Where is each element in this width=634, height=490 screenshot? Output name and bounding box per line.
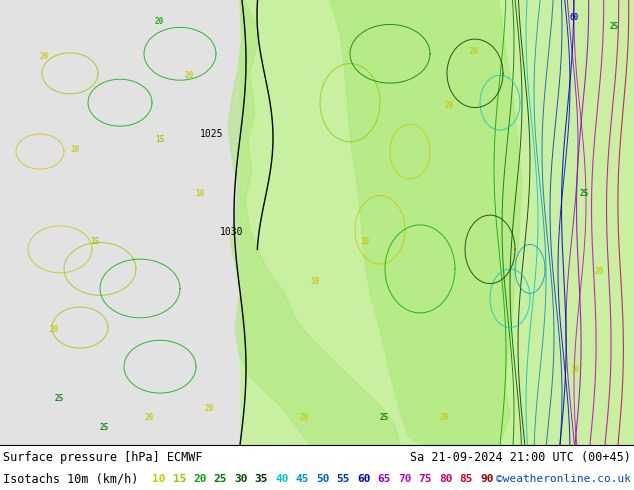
Text: 20: 20 — [440, 414, 450, 422]
Text: 90: 90 — [480, 474, 493, 484]
Text: 45: 45 — [295, 474, 309, 484]
Text: 70: 70 — [398, 474, 411, 484]
Text: Surface pressure [hPa] ECMWF: Surface pressure [hPa] ECMWF — [3, 451, 202, 464]
Text: 40: 40 — [275, 474, 288, 484]
Text: 35: 35 — [254, 474, 268, 484]
Polygon shape — [330, 0, 522, 445]
Text: 80: 80 — [439, 474, 453, 484]
Text: 25: 25 — [100, 423, 109, 432]
Text: 25: 25 — [55, 394, 64, 403]
Text: 75: 75 — [418, 474, 432, 484]
Text: 30: 30 — [234, 474, 247, 484]
Text: 25: 25 — [380, 414, 389, 422]
Text: Isotachs 10m (km/h): Isotachs 10m (km/h) — [3, 472, 145, 485]
Text: 20: 20 — [445, 100, 454, 110]
Polygon shape — [228, 0, 400, 445]
Text: 10: 10 — [195, 189, 204, 197]
Text: 20: 20 — [193, 474, 207, 484]
Text: 10: 10 — [70, 145, 79, 153]
Text: 10: 10 — [360, 238, 369, 246]
Text: 20: 20 — [300, 414, 309, 422]
Text: 20: 20 — [205, 404, 214, 413]
Text: 20: 20 — [185, 71, 194, 80]
Text: 20: 20 — [145, 414, 154, 422]
Text: 50: 50 — [316, 474, 330, 484]
Text: 25: 25 — [580, 189, 589, 197]
Text: 20: 20 — [595, 267, 604, 276]
Text: 85: 85 — [460, 474, 473, 484]
Text: 15: 15 — [155, 135, 164, 144]
Text: 15: 15 — [90, 238, 100, 246]
Text: 65: 65 — [377, 474, 391, 484]
Text: 10: 10 — [310, 276, 320, 286]
Text: 20: 20 — [50, 325, 59, 335]
Text: 20: 20 — [40, 51, 49, 61]
Text: 60: 60 — [570, 13, 579, 22]
Text: 1025: 1025 — [200, 129, 224, 139]
Text: 25: 25 — [214, 474, 227, 484]
Text: 55: 55 — [337, 474, 350, 484]
Text: ©weatheronline.co.uk: ©weatheronline.co.uk — [496, 474, 631, 484]
Text: 60: 60 — [357, 474, 370, 484]
Bar — [240, 0, 634, 445]
Text: 15: 15 — [172, 474, 186, 484]
Text: 10: 10 — [152, 474, 165, 484]
Text: 20: 20 — [470, 47, 479, 56]
Text: 25: 25 — [610, 23, 619, 31]
Text: 20: 20 — [155, 18, 164, 26]
Text: 10: 10 — [570, 365, 579, 373]
Text: Sa 21-09-2024 21:00 UTC (00+45): Sa 21-09-2024 21:00 UTC (00+45) — [410, 451, 631, 464]
Text: 1030: 1030 — [220, 227, 243, 237]
